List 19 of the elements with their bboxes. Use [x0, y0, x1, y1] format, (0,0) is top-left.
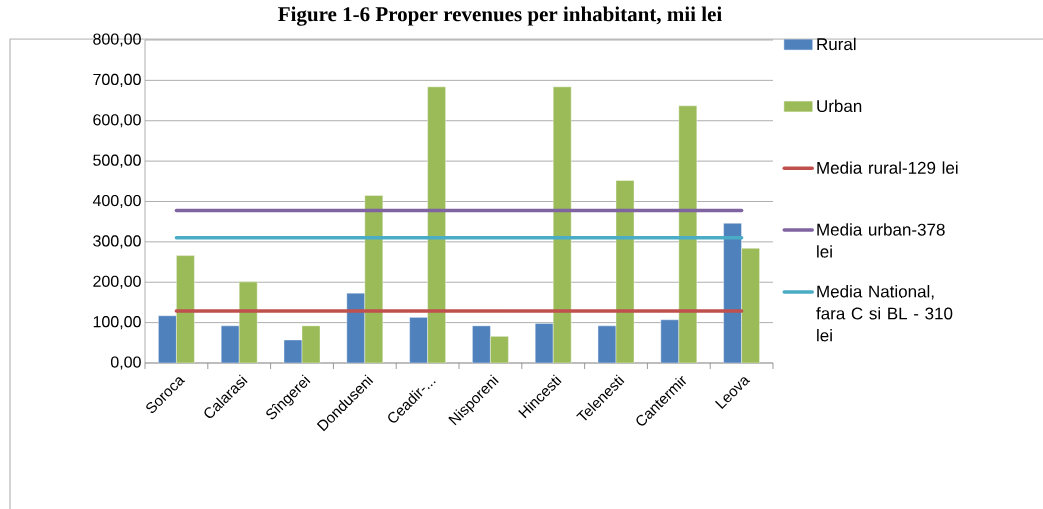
- y-tick-label: 800,00: [93, 33, 141, 47]
- y-tick-label: 600,00: [93, 114, 141, 128]
- legend-label: Urban: [817, 99, 862, 113]
- bar: [535, 323, 554, 363]
- y-tick-label: 300,00: [93, 235, 141, 249]
- bar: [660, 319, 680, 363]
- legend-label: Media urban-378 lei: [817, 223, 945, 258]
- chart-title: Figure 1-6 Proper revenues per inhabitant, mii lei: [278, 6, 722, 26]
- y-tick-label: 100,00: [93, 316, 141, 330]
- bar: [158, 315, 177, 363]
- legend-label: Rural: [817, 37, 856, 51]
- legend-label: Media rural-129 lei: [817, 161, 958, 174]
- y-tick-label: 0,00: [110, 356, 141, 370]
- y-tick-label: 400,00: [92, 194, 141, 209]
- y-tick-label: 700,00: [93, 73, 141, 87]
- y-tick-label: 200,00: [93, 275, 141, 289]
- bar: [409, 317, 428, 363]
- legend-label: Media National, fara C si BL - 310 lei: [816, 285, 953, 342]
- y-tick-label: 500,00: [93, 154, 141, 168]
